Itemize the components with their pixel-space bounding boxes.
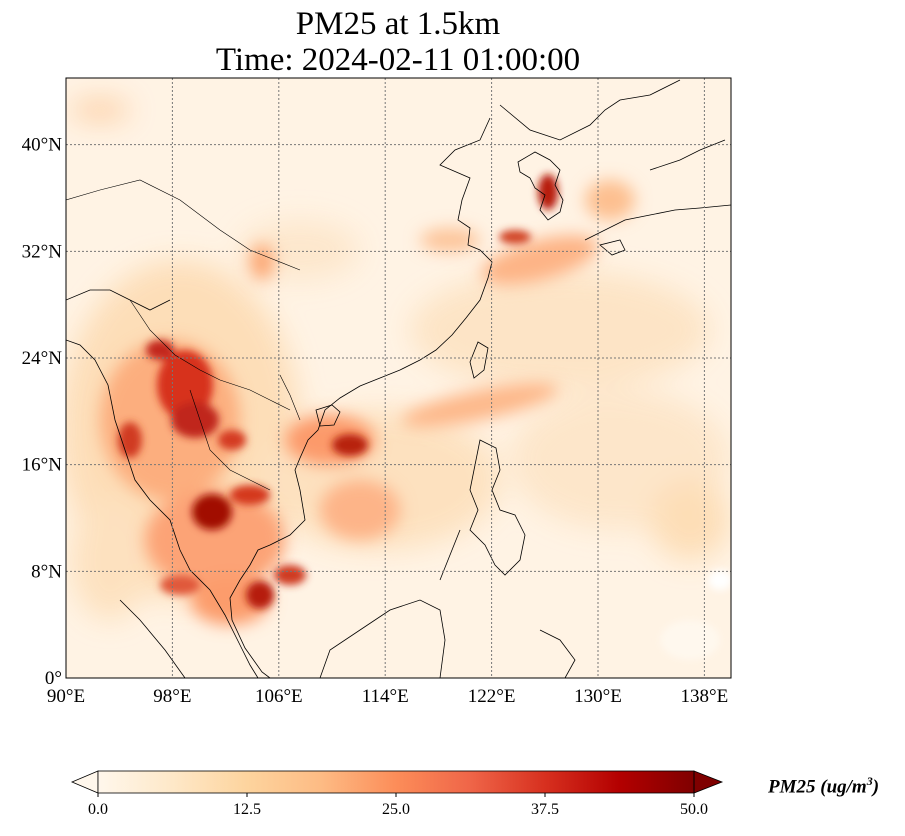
lon-tick-labels: 90°E 98°E 106°E 114°E 122°E 130°E 138°E: [47, 686, 728, 707]
lon-tick-label: 138°E: [681, 686, 729, 707]
lon-tick-label: 98°E: [153, 686, 191, 707]
gridlines: [66, 78, 731, 678]
colorbar-extend-high: [693, 770, 724, 794]
lat-tick-label: 0°: [45, 668, 62, 689]
colorbar: 0.0 12.5 25.0 37.5 50.0: [70, 770, 724, 818]
pm25-field: [66, 78, 731, 678]
lon-tick-label: 106°E: [255, 686, 303, 707]
lon-tick-label: 114°E: [362, 686, 409, 707]
lon-tick-label: 130°E: [574, 686, 622, 707]
lat-tick-label: 40°N: [22, 135, 63, 156]
colorbar-extend-low: [70, 770, 99, 794]
colorbar-tick-label: 50.0: [680, 801, 708, 818]
lon-tick-label: 90°E: [47, 686, 85, 707]
colorbar-label: PM25 (ug/m3): [768, 774, 880, 798]
colorbar-tick-label: 12.5: [233, 801, 261, 818]
colorbar-gradient: [98, 771, 694, 793]
map-title-line1: PM25 at 1.5km: [295, 6, 501, 42]
colorbar-tick-label: 0.0: [88, 801, 108, 818]
lat-tick-label: 32°N: [22, 241, 63, 262]
map-frame: [65, 77, 732, 679]
map-title-line2: Time: 2024-02-11 01:00:00: [215, 42, 581, 78]
lat-tick-label: 24°N: [22, 348, 63, 369]
colorbar-tick-label: 25.0: [382, 801, 410, 818]
lat-tick-label: 16°N: [22, 455, 63, 476]
lat-tick-labels: 0° 8°N 16°N 24°N 32°N 40°N: [22, 135, 63, 689]
lon-tick-label: 122°E: [468, 686, 516, 707]
colorbar-tick-label: 37.5: [531, 801, 559, 818]
lat-tick-label: 8°N: [31, 561, 62, 582]
coastlines: [66, 79, 731, 678]
